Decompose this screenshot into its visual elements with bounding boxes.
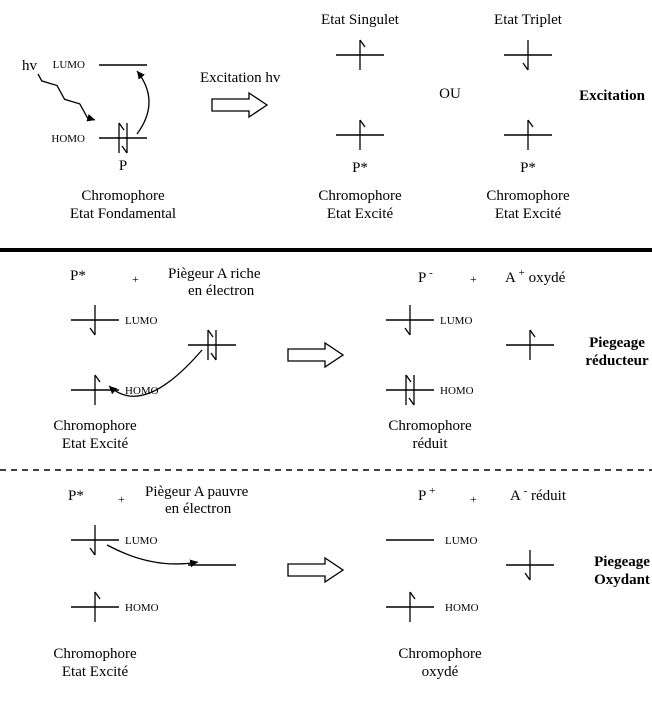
s3-et-arrow (107, 545, 198, 564)
s1-homo-label: HOMO (51, 133, 85, 145)
s3-title-l1: Piegeage (594, 554, 650, 570)
excitation-title: Excitation (579, 88, 645, 104)
s2-cr2: réduit (413, 436, 449, 452)
s2-title-l2: réducteur (585, 353, 649, 369)
s2-cl1: Chromophore (53, 418, 137, 434)
s1-trip-top-spin-down (523, 63, 528, 70)
s2-aoxid-spin-up (530, 330, 535, 337)
s3-homo-r: HOMO (445, 602, 479, 614)
etat-triplet: Etat Triplet (494, 12, 563, 28)
s2-process-arrow (288, 343, 343, 367)
s1-lumo-label: LUMO (53, 59, 85, 71)
photochemistry-diagram: hv LUMO HOMO P Excitation hv Etat Singulet P* O… (0, 0, 652, 716)
s2-homo-r: HOMO (440, 385, 474, 397)
s2-right-lumo-spin-down (405, 328, 410, 335)
hv-label: hv (22, 58, 38, 74)
s3-cl2: Etat Excité (62, 664, 129, 680)
s1-trip-bot-spin-up (528, 120, 533, 127)
s3-Pstar: P* (68, 488, 84, 504)
s2-piegeur-l1: Piègeur A riche (168, 266, 261, 282)
s2-donor-spin-down (211, 353, 216, 360)
s3-cr1: Chromophore (398, 646, 482, 662)
s2-Aplus: A + oxydé (505, 267, 566, 286)
s2-piegeur-l2: en électron (188, 283, 255, 299)
s1-sing-bot-spin-up (360, 120, 365, 127)
s2-Pstar: P* (70, 268, 86, 284)
s3-right-homo-spin-up (410, 592, 415, 599)
s3-process-arrow (288, 558, 343, 582)
s3-piegeur-l1: Piègeur A pauvre (145, 484, 249, 500)
s3-cl1: Chromophore (53, 646, 137, 662)
excitation-hv-label: Excitation hv (200, 70, 281, 86)
s2-left-lumo-spin-down (90, 328, 95, 335)
s2-Pminus: P - (418, 267, 433, 286)
s1-chromo2-l1: Chromophore (318, 188, 402, 204)
ou-label: OU (439, 86, 461, 102)
s1-chromo2-l2: Etat Excité (327, 206, 394, 222)
s3-title-l2: Oxydant (594, 572, 650, 588)
divider-solid (0, 248, 652, 252)
s1-sing-top-spin-up (360, 40, 365, 47)
s3-Pplus: P + (418, 485, 435, 504)
s2-plus-right: + (470, 272, 477, 286)
s3-left-lumo-spin-down (90, 548, 95, 555)
s3-plus-left: + (118, 492, 125, 506)
s1-P: P (119, 158, 127, 174)
s1-chromo3-l2: Etat Excité (495, 206, 562, 222)
hv-wavy-arrow (38, 74, 95, 120)
s3-lumo-r: LUMO (445, 535, 477, 547)
s3-lumo-l: LUMO (125, 535, 157, 547)
s3-left-homo-spin-up (95, 592, 100, 599)
s2-donor-spin-up (208, 330, 213, 337)
s2-lumo-r: LUMO (440, 315, 472, 327)
s2-cr1: Chromophore (388, 418, 472, 434)
s2-lumo-l: LUMO (125, 315, 157, 327)
s1-fund-homo-spin-down (122, 146, 127, 153)
s3-Aminus: A - réduit (510, 485, 567, 504)
s1-process-arrow (212, 93, 267, 117)
s1-fund-homo-spin-up (119, 123, 124, 130)
s2-right-homo-spin-up (406, 375, 411, 382)
s2-left-homo-spin-up (95, 375, 100, 382)
s3-plus-right: + (470, 492, 477, 506)
s2-title-l1: Piegeage (589, 335, 645, 351)
s1-trip-Pstar: P* (520, 160, 536, 176)
s1-chromo1-l1: Chromophore (81, 188, 165, 204)
s3-cr2: oxydé (422, 664, 459, 680)
s3-homo-l: HOMO (125, 602, 159, 614)
s3-ared-spin-down (525, 573, 530, 580)
s1-chromo1-l2: Etat Fondamental (70, 206, 176, 222)
s1-excite-arrow (137, 71, 149, 134)
s1-sing-Pstar: P* (352, 160, 368, 176)
s2-plus-left: + (132, 272, 139, 286)
s2-right-homo-spin-down (409, 398, 414, 405)
s3-piegeur-l2: en électron (165, 501, 232, 517)
s2-cl2: Etat Excité (62, 436, 129, 452)
etat-singulet: Etat Singulet (321, 12, 400, 28)
s1-chromo3-l1: Chromophore (486, 188, 570, 204)
